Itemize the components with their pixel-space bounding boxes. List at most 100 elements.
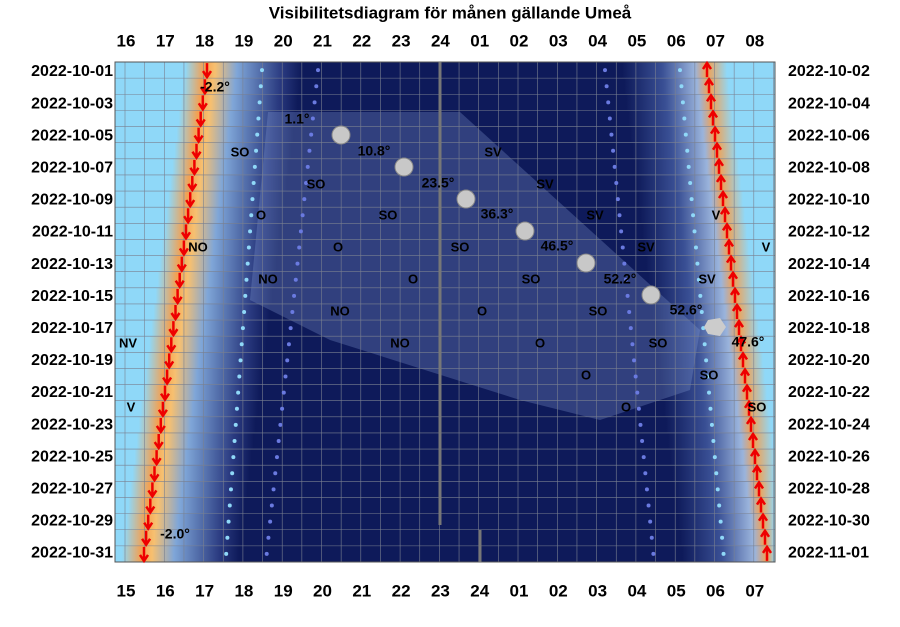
twilight-dot — [627, 310, 632, 314]
direction-label: SO — [748, 399, 767, 414]
twilight-dot — [711, 439, 716, 444]
twilight-dot — [230, 471, 235, 476]
night-row — [115, 481, 775, 498]
direction-label: V — [127, 399, 136, 414]
bottom-hour-label: 18 — [234, 581, 253, 600]
twilight-dot — [649, 535, 654, 540]
twilight-dot — [644, 487, 649, 492]
night-row — [115, 191, 775, 208]
sunrise-arrow — [731, 302, 743, 319]
sunrise-arrow — [707, 109, 719, 126]
bottom-hour-label: 01 — [510, 581, 529, 600]
direction-label: NV — [119, 335, 137, 350]
twilight-dot — [632, 358, 637, 363]
night-row — [115, 158, 775, 176]
sunset-arrow — [138, 546, 150, 564]
twilight-dot — [242, 310, 247, 314]
night-row — [115, 287, 775, 305]
right-date-label: 2022-10-20 — [788, 352, 870, 369]
twilight-dot — [309, 132, 314, 137]
right-date-label: 2022-10-16 — [788, 288, 870, 305]
sunrise-arrow — [755, 496, 767, 513]
left-date-label: 2022-10-03 — [31, 95, 113, 112]
bottom-hour-label: 02 — [549, 581, 568, 600]
top-hour-label: 17 — [156, 31, 175, 50]
sunrise-arrow — [733, 318, 745, 336]
sunrise-arrow — [729, 286, 741, 303]
direction-label: SO — [589, 303, 608, 318]
twilight-dot — [236, 390, 241, 395]
night-row — [115, 255, 775, 273]
twilight-dot — [698, 293, 703, 298]
moon-band — [250, 112, 700, 420]
twilight-dot — [615, 197, 620, 202]
sunset-arrow — [166, 337, 177, 354]
twilight-dot — [641, 455, 646, 460]
sunrise-arrow — [749, 447, 761, 465]
top-hour-label: 19 — [234, 31, 253, 50]
sunset-arrow — [199, 79, 210, 96]
night-row — [115, 465, 775, 482]
sunset-arrow — [185, 192, 196, 209]
twilight-dot — [685, 148, 690, 153]
twilight-dot — [238, 358, 243, 363]
direction-label: O — [256, 207, 266, 222]
twilight-dot — [643, 471, 648, 476]
sunset-arrow — [195, 111, 206, 128]
moon-altitude: 47.6° — [732, 334, 765, 350]
twilight-dot — [693, 245, 698, 250]
left-date-label: 2022-10-11 — [32, 224, 113, 241]
twilight-dot — [260, 68, 264, 73]
twilight-dot — [283, 374, 288, 379]
twilight-dot — [704, 358, 709, 363]
twilight-dot — [712, 455, 717, 460]
twilight-dot — [612, 164, 617, 169]
right-date-label: 2022-10-12 — [788, 224, 870, 241]
twilight-dot — [617, 213, 622, 218]
twilight-dot — [249, 213, 254, 218]
twilight-dot — [607, 116, 612, 121]
direction-label: O — [477, 303, 487, 318]
twilight-dot — [651, 551, 656, 556]
top-hour-label: 08 — [745, 31, 764, 50]
sunrise-arrow — [721, 222, 733, 239]
sunrise-arrow — [703, 76, 715, 94]
top-hour-label: 22 — [352, 31, 371, 50]
bottom-hour-label: 16 — [156, 581, 175, 600]
direction-label: SO — [522, 271, 541, 286]
sunrise-arrow — [715, 173, 727, 190]
bottom-hour-label: 06 — [706, 581, 725, 600]
top-hour-label: 02 — [510, 31, 529, 50]
left-date-label: 2022-10-19 — [31, 352, 113, 369]
direction-label: SO — [231, 144, 250, 159]
twilight-dot — [699, 310, 704, 314]
twilight-dot — [678, 68, 682, 73]
top-hour-label: 01 — [470, 31, 489, 50]
sunset-arrow — [170, 305, 181, 322]
twilight-dot — [274, 455, 279, 460]
direction-label: SO — [451, 239, 470, 254]
moon-altitude: 23.5° — [422, 175, 455, 191]
left-date-label: 2022-10-09 — [31, 192, 113, 209]
twilight-dot — [683, 132, 688, 137]
twilight-dot — [680, 100, 685, 105]
sunset-arrow — [183, 208, 194, 225]
twilight-dot — [628, 326, 633, 331]
twilight-dot — [691, 213, 696, 218]
twilight-dot — [721, 551, 726, 556]
bottom-hour-label: 04 — [627, 581, 646, 600]
moon-altitude: 52.2° — [604, 271, 637, 287]
top-hour-label: 03 — [549, 31, 568, 50]
twilight-dot — [243, 293, 248, 298]
sunset-arrow — [153, 434, 164, 451]
twilight-dot — [695, 261, 700, 266]
twilight-dot — [620, 245, 625, 250]
twilight-dot — [305, 164, 310, 169]
direction-label: SO — [307, 176, 326, 191]
direction-label: SV — [536, 176, 554, 191]
top-hour-label: 18 — [195, 31, 214, 50]
moon — [456, 189, 476, 209]
right-date-label: 2022-11-01 — [788, 545, 869, 562]
top-hour-label: 05 — [627, 31, 646, 50]
